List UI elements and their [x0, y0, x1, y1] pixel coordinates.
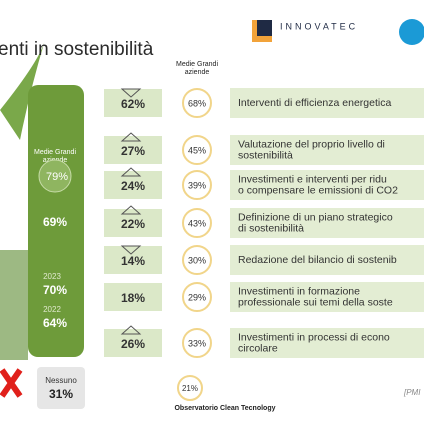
- text-part: Medie Grandi: [34, 149, 76, 156]
- title: enti in sostenibilità: [0, 39, 154, 60]
- row-label: professionale sui temi della soste: [238, 296, 393, 308]
- large-circle: [182, 328, 212, 358]
- row-label: o compensare le emissioni di CO2: [238, 184, 398, 196]
- arrow-icon: [120, 205, 142, 215]
- panel-value: 64%: [43, 316, 67, 330]
- panel-year: 2023: [43, 272, 61, 281]
- label-box: [230, 208, 424, 238]
- logo-mark: [257, 20, 272, 36]
- row-label: Interventi di efficienza energetica: [238, 97, 391, 109]
- arrow-icon: [120, 245, 142, 255]
- panel-value: 70%: [43, 283, 67, 297]
- pmi-box: [104, 283, 162, 311]
- large-circle: [182, 170, 212, 200]
- row-label: sostenibilità: [238, 149, 293, 161]
- x-icon: [0, 368, 23, 398]
- note: [PMI: [403, 388, 421, 397]
- grass: [0, 250, 28, 360]
- pmi-value: 24%: [121, 179, 145, 193]
- row-label: Redazione del bilancio di sostenib: [238, 254, 397, 266]
- pmi-value: 14%: [121, 254, 145, 268]
- text-part: Medie Grandi: [176, 61, 218, 68]
- label-box: [230, 282, 424, 312]
- row-label: circolare: [238, 342, 278, 354]
- large-circle: [182, 208, 212, 238]
- row-label: di sostenibilità: [238, 222, 304, 234]
- row-label: Investimenti in processi di econo: [238, 331, 390, 343]
- large-circle: [182, 282, 212, 312]
- arrow-icon: [120, 167, 142, 177]
- pmi-value: 26%: [121, 337, 145, 351]
- large-value: 39%: [188, 180, 206, 190]
- large-circle: [182, 135, 212, 165]
- large-value: 43%: [188, 218, 206, 228]
- none-box: [37, 367, 85, 409]
- left-panel: [28, 85, 84, 357]
- row-label: Valutazione del proprio livello di: [238, 138, 385, 150]
- large-value: 45%: [188, 145, 206, 155]
- none-large: 21%: [182, 384, 198, 393]
- arrow-icon: [120, 88, 142, 98]
- text-part: aziende: [185, 69, 210, 76]
- label-box: [230, 88, 424, 118]
- large-circle: [182, 245, 212, 275]
- pmi-box: [104, 89, 162, 117]
- large-value: 68%: [188, 98, 206, 108]
- pmi-value: 27%: [121, 144, 145, 158]
- large-circle: [182, 88, 212, 118]
- source: Observatorio Clean Tecnology: [174, 405, 275, 412]
- row-label: Investimenti e interventi per ridu: [238, 173, 387, 185]
- label-box: [230, 245, 424, 275]
- row-label: Investimenti in formazione: [238, 285, 360, 297]
- arrow-icon: [120, 325, 142, 335]
- label-box: [230, 135, 424, 165]
- none-label: Nessuno: [45, 376, 77, 385]
- none-circle: [177, 375, 203, 401]
- column-header: Medie Grandi aziende: [176, 61, 218, 76]
- label-box: [230, 170, 424, 200]
- large-value: 29%: [188, 292, 206, 302]
- pmi-box: [104, 246, 162, 274]
- panel-circle: [38, 159, 72, 193]
- large-value: 30%: [188, 255, 206, 265]
- rows: 62% 68% Interventi di efficienza energetic…: [104, 88, 424, 358]
- logo-circle: [399, 19, 424, 45]
- panel-year: 2022: [43, 305, 61, 314]
- pmi-value: 18%: [121, 291, 145, 305]
- none-pmi: 31%: [49, 387, 73, 401]
- leaf: [0, 40, 45, 140]
- logo-text: INNOVATEC: [280, 21, 358, 31]
- row-label: Definizione di un piano strategico: [238, 211, 393, 223]
- label-box: [230, 328, 424, 358]
- pmi-value: 22%: [121, 217, 145, 231]
- arrow-icon: [120, 132, 142, 142]
- pmi-value: 62%: [121, 97, 145, 111]
- panel-value: 69%: [43, 215, 67, 229]
- panel-value: 79%: [46, 171, 68, 183]
- large-value: 33%: [188, 338, 206, 348]
